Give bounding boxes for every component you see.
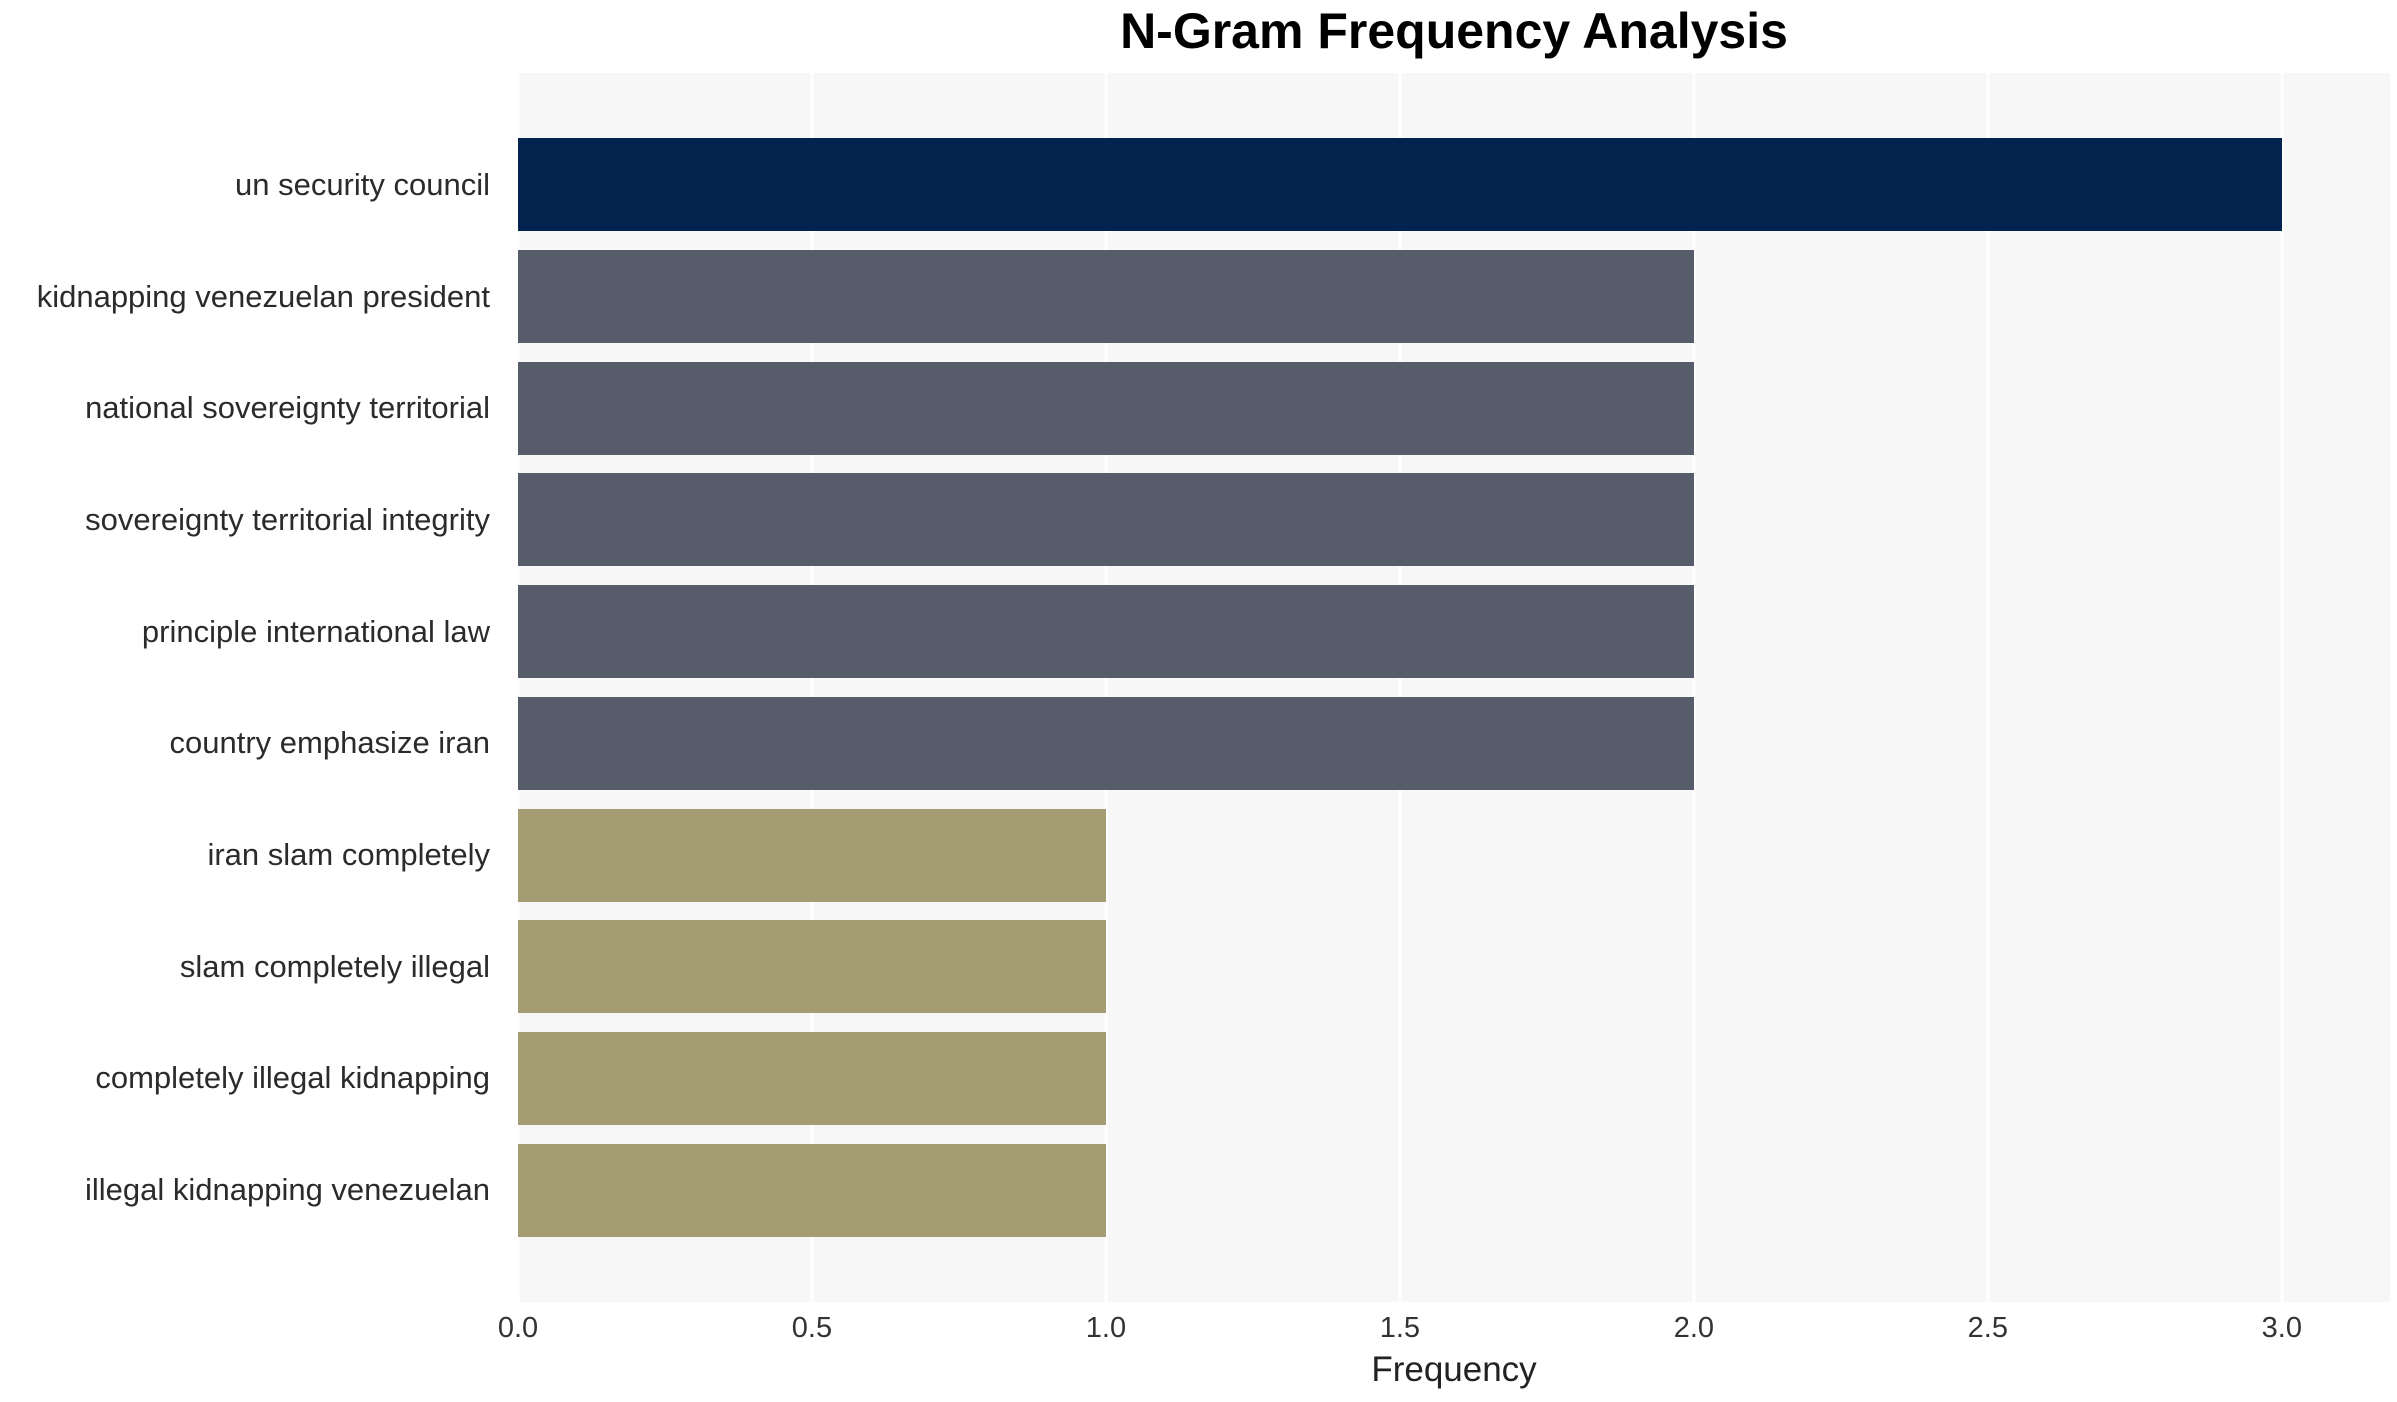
gridline [1104,73,1108,1302]
bar-kidnapping-venezuelan-president [518,250,1694,344]
category-label-row: national sovereignty territorial [0,352,504,464]
bar-row [518,129,2390,241]
category-label-row: illegal kidnapping venezuelan [0,1134,504,1246]
category-label-row: principle international law [0,576,504,688]
x-tick-label: 0.5 [791,1312,833,1344]
category-label-row: un security council [0,129,504,241]
category-label: completely illegal kidnapping [95,1060,490,1096]
bar-sovereignty-territorial-integrity [518,473,1694,567]
gridline [1398,73,1402,1302]
category-label: sovereignty territorial integrity [85,501,490,537]
bar-completely-illegal-kidnapping [518,1031,1106,1125]
bar-row [518,241,2390,353]
bar-row [518,464,2390,576]
bar-national-sovereignty-territorial [518,361,1694,455]
gridline [518,73,520,1302]
category-label: un security council [234,166,490,202]
bars-container [518,73,2390,1302]
category-label: iran slam completely [207,837,490,873]
x-tick-label: 0.0 [497,1312,539,1344]
bar-row [518,688,2390,800]
bar-country-emphasize-iran [518,696,1694,790]
gridlines [518,73,2390,1302]
category-labels: un security council kidnapping venezuelan… [0,73,504,1302]
bar-row [518,352,2390,464]
category-label: kidnapping venezuelan president [36,278,490,314]
category-label: slam completely illegal [179,948,490,984]
bar-slam-completely-illegal [518,920,1106,1014]
category-label: principle international law [141,613,490,649]
category-label-row: sovereignty territorial integrity [0,464,504,576]
bar-row [518,1023,2390,1135]
bar-illegal-kidnapping-venezuelan [518,1143,1106,1237]
bar-principle-international-law [518,585,1694,679]
category-label: country emphasize iran [169,725,491,761]
gridline [810,73,814,1302]
category-label: illegal kidnapping venezuelan [84,1172,490,1208]
x-tick-label: 1.5 [1379,1312,1421,1344]
gridline [1692,73,1696,1302]
gridline [2280,73,2284,1302]
category-label-row: iran slam completely [0,799,504,911]
category-label-row: kidnapping venezuelan president [0,241,504,353]
gridline [1986,73,1990,1302]
category-label-row: country emphasize iran [0,688,504,800]
x-tick-label: 1.0 [1085,1312,1127,1344]
category-label-row: slam completely illegal [0,911,504,1023]
plot-area [518,73,2390,1302]
x-tick-label: 2.5 [1967,1312,2009,1344]
x-tick-label: 2.0 [1673,1312,1715,1344]
bar-row [518,911,2390,1023]
bar-iran-slam-completely [518,808,1106,902]
x-tick-labels: 0.0 0.5 1.0 1.5 2.0 2.5 3.0 [498,1302,2390,1348]
x-tick-label: 3.0 [2261,1312,2302,1344]
category-label-row: completely illegal kidnapping [0,1023,504,1135]
chart-title: N-Gram Frequency Analysis [1120,3,1788,59]
x-axis-title: Frequency [1371,1350,1537,1389]
bar-row [518,799,2390,911]
category-label: national sovereignty territorial [85,390,490,426]
bar-row [518,1134,2390,1246]
bar-row [518,576,2390,688]
bar-un-security-council [518,138,2282,232]
